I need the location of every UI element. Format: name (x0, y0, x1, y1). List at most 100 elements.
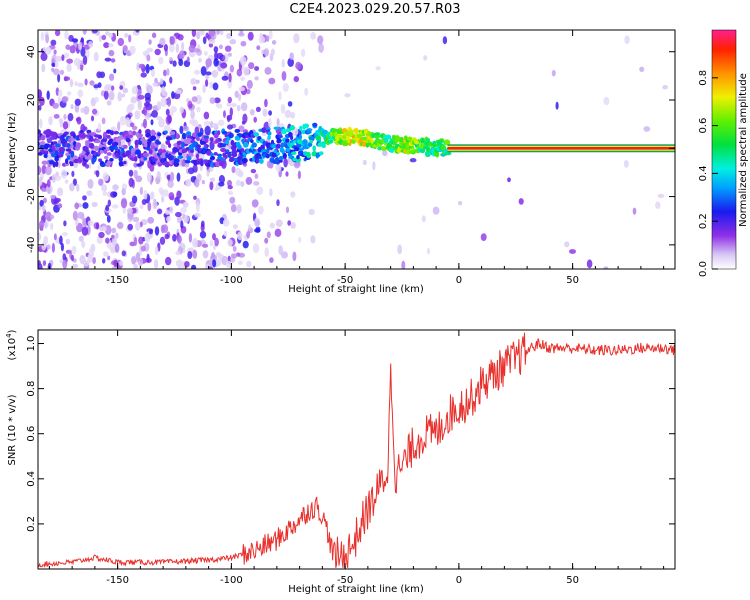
heat-cell (114, 243, 120, 253)
heat-cell (214, 259, 222, 267)
ridge-cell (106, 134, 111, 139)
heat-cell (268, 30, 273, 39)
heat-cell (196, 106, 201, 113)
heat-cell (152, 200, 158, 210)
ridge-cell (81, 150, 86, 156)
ridge-cell (113, 130, 119, 135)
heat-cell (64, 30, 69, 40)
heat-cell (136, 62, 140, 71)
ridge-cell (374, 132, 381, 136)
ridge-cell (265, 153, 270, 159)
ridge-cell (87, 153, 93, 160)
heat-cell (167, 180, 174, 189)
heat-cell (208, 266, 213, 269)
ridge-cell (138, 133, 143, 138)
heat-cell (203, 120, 211, 127)
ridge-cell (274, 157, 280, 163)
heat-cell (317, 35, 324, 45)
heat-cell (77, 82, 84, 88)
ridge-cell (146, 141, 152, 145)
heat-cell (172, 60, 177, 67)
heat-cell (221, 75, 229, 81)
heat-cell (97, 122, 102, 131)
heat-cell (227, 96, 232, 104)
heat-cell (71, 245, 77, 255)
colorbar-gradient (712, 30, 736, 269)
heat-cell (240, 76, 245, 81)
ridge-cell (48, 148, 54, 152)
heat-cell (137, 100, 142, 111)
ridge-cell (231, 152, 238, 158)
heat-cell (151, 69, 155, 77)
heat-cell (38, 89, 43, 99)
ridge-cell (55, 161, 59, 167)
ridge-cell (128, 130, 133, 136)
heat-cell (131, 195, 138, 204)
heat-cell (41, 204, 46, 212)
heat-cell (191, 30, 197, 37)
heat-cell (213, 97, 221, 104)
heat-cell (298, 236, 302, 243)
ridge-line-core (447, 146, 675, 150)
heat-cell (227, 52, 232, 57)
heat-cell (290, 111, 296, 119)
ridge-cell (341, 137, 347, 141)
heat-cell (150, 119, 154, 126)
heat-cell (229, 196, 236, 204)
heat-cell (51, 67, 55, 72)
heat-cell (183, 125, 189, 131)
ridge-cell (106, 146, 111, 152)
heat-cell (158, 56, 164, 65)
heat-cell (194, 178, 200, 188)
heat-cell (194, 126, 200, 135)
ridge-cell (181, 133, 187, 140)
heat-cell (149, 164, 155, 172)
ridge-cell (134, 155, 138, 162)
heat-cell (236, 104, 241, 112)
ridge-cell (185, 138, 192, 145)
heat-cell (90, 115, 95, 122)
heat-cell (192, 86, 197, 91)
ridge-cell (318, 126, 322, 131)
heat-cell (507, 177, 511, 183)
heat-cell (80, 107, 85, 114)
heat-cell (144, 92, 151, 101)
heat-cell (222, 218, 230, 227)
ridge-cell (215, 138, 220, 144)
heat-cell (124, 117, 131, 127)
ridge-cell (381, 146, 387, 152)
heat-cell (38, 104, 42, 111)
ridge-cell (250, 139, 254, 143)
heat-cell (146, 54, 151, 62)
ridge-cell (275, 143, 281, 149)
heat-cell (240, 181, 245, 187)
ridge-cell (157, 132, 162, 137)
heat-cell (54, 197, 61, 203)
heat-cell (131, 255, 137, 265)
heat-cell (45, 46, 52, 56)
ridge-cell (120, 147, 125, 152)
spectrogram-frame (37, 29, 676, 270)
heat-cell (129, 45, 136, 55)
heat-cell (177, 261, 182, 269)
heat-cell (204, 125, 211, 136)
heat-cell (200, 66, 207, 76)
heat-cell (76, 183, 80, 192)
ridge-cell (227, 152, 232, 157)
heat-cell (70, 104, 74, 110)
heat-cell (104, 84, 111, 92)
heat-cell (169, 76, 173, 84)
ridge-cell (168, 155, 173, 161)
heat-cell (264, 98, 268, 108)
ridge-cell (165, 136, 172, 141)
heat-cell (137, 94, 145, 100)
chart-title: C2E4.2023.029.20.57.R03 (289, 2, 461, 17)
heat-cell (254, 217, 261, 228)
ridge-cell (419, 148, 426, 154)
ridge-cell (353, 127, 359, 134)
ridge-cell (39, 141, 46, 147)
heat-cell (212, 82, 219, 91)
heat-cell (458, 201, 463, 206)
heat-cell (194, 212, 201, 218)
heat-cell (254, 173, 259, 179)
